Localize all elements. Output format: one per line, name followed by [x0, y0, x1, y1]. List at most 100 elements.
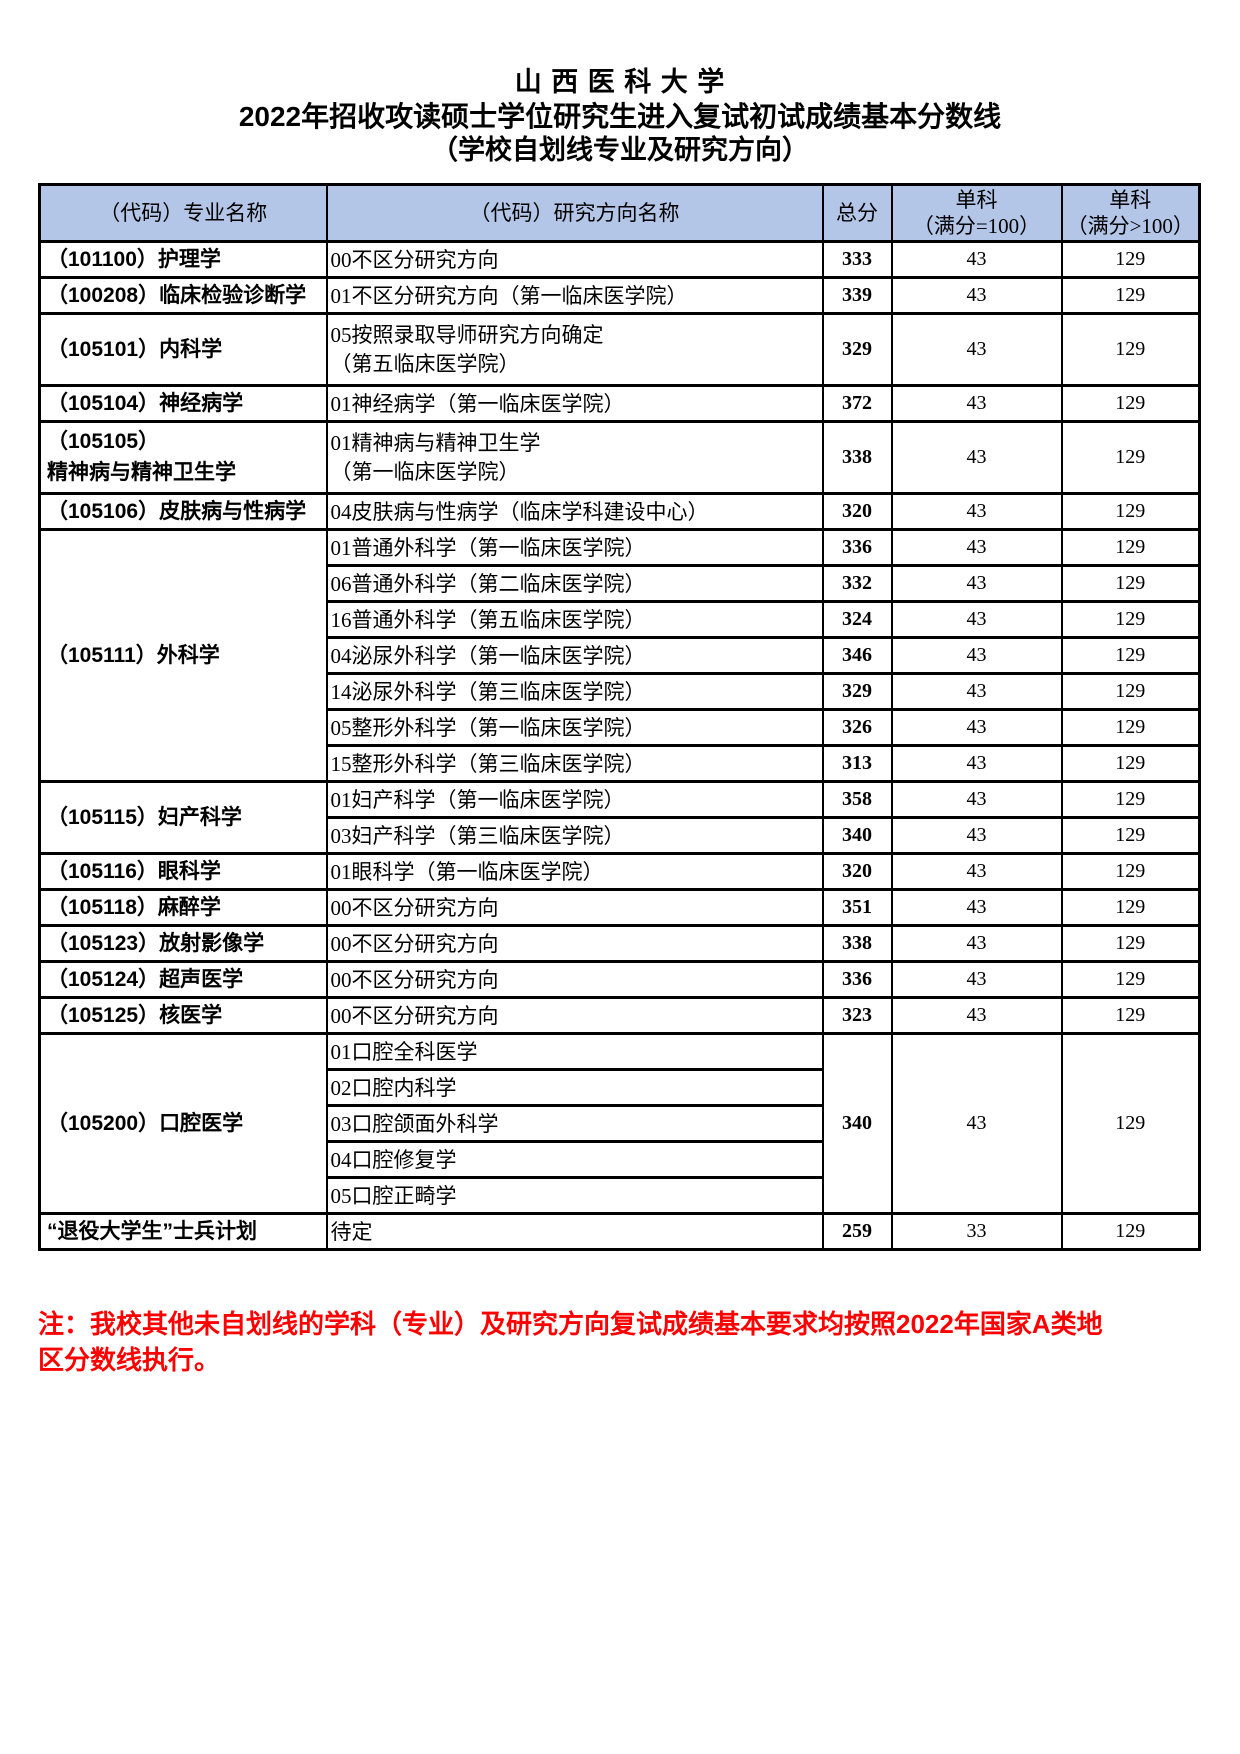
direction-cell: 01普通外科学（第一临床医学院）: [325, 528, 824, 568]
title-block: 山 西 医 科 大 学 2022年招收攻读硕士学位研究生进入复试初试成绩基本分数…: [38, 66, 1202, 166]
table-row: （105106）皮肤病与性病学 04皮肤病与性病学（临床学科建设中心） 320 43 1…: [38, 492, 1201, 532]
table-row: 04泌尿外科学（第一临床医学院） 346 43 129: [40, 636, 1201, 676]
single-gt100-cell: 129: [1060, 888, 1201, 928]
single-eq100-cell: 43: [890, 564, 1063, 604]
single-eq100-cell: 43: [890, 312, 1063, 388]
single-gt100-cell: 129: [1060, 780, 1201, 820]
direction-cell: 01眼科学（第一临床医学院）: [325, 852, 824, 892]
total-score-cell: 320: [821, 852, 893, 892]
table-row: 15整形外科学（第三临床医学院） 313 43 129: [40, 744, 1201, 784]
header-total: 总分: [821, 183, 893, 244]
total-score-cell: 313: [821, 744, 893, 784]
single-gt100-cell: 129: [1060, 564, 1201, 604]
table-row: 05整形外科学（第一临床医学院） 326 43 129: [40, 708, 1201, 748]
total-score-cell: 326: [821, 708, 893, 748]
total-score-cell: 324: [821, 600, 893, 640]
table-row: （105124）超声医学 00不区分研究方向 336 43 129: [38, 960, 1201, 1000]
single-gt100-cell: 129: [1060, 996, 1201, 1036]
major-cell: （105105） 精神病与精神卫生学: [38, 420, 328, 496]
table-row: （100208）临床检验诊断学 01不区分研究方向（第一临床医学院） 339 43 12…: [38, 276, 1201, 316]
single-gt100-cell: 129: [1060, 312, 1201, 388]
single-gt100-cell: 129: [1060, 744, 1201, 784]
single-eq100-cell: 43: [890, 492, 1063, 532]
table-row: （105115）妇产科学 01妇产科学（第一临床医学院） 358 43 129: [38, 780, 1201, 856]
direction-cell: 00不区分研究方向: [325, 240, 824, 280]
single-gt100-cell: 129: [1060, 924, 1201, 964]
total-score-cell: 358: [821, 780, 893, 820]
table-row: （105116）眼科学 01眼科学（第一临床医学院） 320 43 129: [38, 852, 1201, 892]
table-row: （105118）麻醉学 00不区分研究方向 351 43 129: [38, 888, 1201, 928]
single-gt100-cell: 129: [1060, 672, 1201, 712]
university-name: 山 西 医 科 大 学: [514, 67, 726, 97]
total-score-cell: 372: [821, 384, 893, 424]
single-eq100-cell: 43: [890, 276, 1063, 316]
single-eq100-cell: 43: [890, 672, 1063, 712]
direction-cell: 16普通外科学（第五临床医学院）: [325, 600, 824, 640]
table-row: （105200）口腔医学 01口腔全科医学 340 43 129: [38, 1032, 1201, 1216]
major-cell: （105106）皮肤病与性病学: [38, 492, 328, 532]
single-eq100-cell: 43: [890, 708, 1063, 748]
total-score-cell: 339: [821, 276, 893, 316]
direction-cell: 15整形外科学（第三临床医学院）: [325, 744, 824, 784]
single-eq100-cell: 43: [890, 780, 1063, 820]
header-major: （代码）专业名称: [38, 183, 328, 244]
direction-cell: 01妇产科学（第一临床医学院）: [325, 780, 824, 820]
direction-cell: 01神经病学（第一临床医学院）: [325, 384, 824, 424]
direction-cell: 06普通外科学（第二临床医学院）: [325, 564, 824, 604]
single-gt100-cell: 129: [1060, 1032, 1201, 1216]
single-eq100-cell: 43: [890, 528, 1063, 568]
table-row: 03妇产科学（第三临床医学院） 340 43 129: [40, 816, 1201, 856]
single-gt100-cell: 129: [1060, 708, 1201, 748]
total-score-cell: 340: [821, 816, 893, 856]
score-table-header: （代码）专业名称 （代码）研究方向名称 总分 单科 （满分=100） 单科 （满…: [38, 183, 1201, 244]
major-cell: （105118）麻醉学: [38, 888, 328, 928]
footnote: 注：我校其他未自划线的学科（专业）及研究方向复试成绩基本要求均按照2022年国家…: [38, 1309, 1103, 1376]
single-eq100-cell: 43: [890, 636, 1063, 676]
table-row: 16普通外科学（第五临床医学院） 324 43 129: [40, 600, 1201, 640]
document-subtitle: （学校自划线专业及研究方向）: [431, 134, 809, 165]
total-score-cell: 329: [821, 312, 893, 388]
table-row: 04口腔修复学: [40, 1140, 1200, 1180]
single-eq100-cell: 43: [890, 960, 1063, 1000]
direction-cell: 04皮肤病与性病学（临床学科建设中心）: [325, 492, 824, 532]
header-direction: （代码）研究方向名称: [325, 183, 824, 244]
single-gt100-cell: 129: [1060, 636, 1201, 676]
single-gt100-cell: 129: [1060, 852, 1201, 892]
single-eq100-cell: 43: [890, 888, 1063, 928]
total-score-cell: 346: [821, 636, 893, 676]
direction-cell: 01口腔全科医学: [325, 1032, 824, 1072]
total-score-cell: 332: [821, 564, 893, 604]
single-gt100-cell: 129: [1060, 240, 1201, 280]
table-row: （101100）护理学 00不区分研究方向 333 43 129: [38, 240, 1201, 280]
table-row: “退役大学生”士兵计划 待定 259 33 129: [38, 1212, 1201, 1252]
total-score-cell: 336: [821, 528, 893, 568]
table-row: （105111）外科学 01普通外科学（第一临床医学院） 336 43 129: [38, 528, 1201, 784]
direction-cell: 14泌尿外科学（第三临床医学院）: [325, 672, 824, 712]
direction-cell: 待定: [325, 1212, 824, 1252]
total-score-cell: 340: [821, 1032, 893, 1216]
header-single-eq100: 单科 （满分=100）: [890, 183, 1063, 244]
single-gt100-cell: 129: [1060, 276, 1201, 316]
major-cell: （105116）眼科学: [38, 852, 328, 892]
document-page: 山 西 医 科 大 学 2022年招收攻读硕士学位研究生进入复试初试成绩基本分数…: [38, 66, 1202, 1376]
single-gt100-cell: 129: [1060, 528, 1201, 568]
major-cell: （101100）护理学: [38, 240, 328, 280]
single-eq100-cell: 43: [890, 1032, 1063, 1216]
table-row: （105123）放射影像学 00不区分研究方向 338 43 129: [38, 924, 1201, 964]
direction-cell: 02口腔内科学: [325, 1068, 824, 1108]
major-cell: （105200）口腔医学: [38, 1032, 328, 1216]
table-row: 05口腔正畸学: [40, 1176, 1200, 1216]
header-single-gt100: 单科 （满分>100）: [1060, 183, 1201, 244]
total-score-cell: 336: [821, 960, 893, 1000]
total-score-cell: 338: [821, 420, 893, 496]
single-eq100-cell: 43: [890, 744, 1063, 784]
total-score-cell: 320: [821, 492, 893, 532]
direction-cell: 04泌尿外科学（第一临床医学院）: [325, 636, 824, 676]
total-score-cell: 351: [821, 888, 893, 928]
single-eq100-cell: 43: [890, 924, 1063, 964]
single-gt100-cell: 129: [1060, 816, 1201, 856]
single-gt100-cell: 129: [1060, 384, 1201, 424]
direction-cell: 05整形外科学（第一临床医学院）: [325, 708, 824, 748]
single-eq100-cell: 43: [890, 240, 1063, 280]
table-row: （105105） 精神病与精神卫生学 01精神病与精神卫生学 （第一临床医学院） 3…: [38, 420, 1201, 496]
